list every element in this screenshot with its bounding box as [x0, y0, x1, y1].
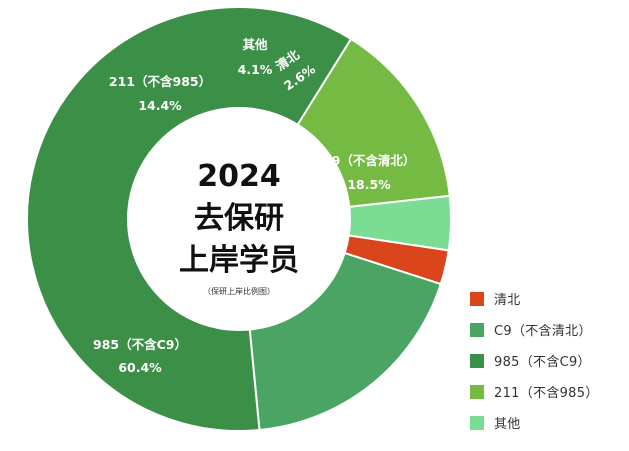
legend-label-2: 985（不含C9）: [494, 355, 591, 370]
legend-item-1: C9（不含清北）: [470, 314, 599, 345]
slice-label-value-3: 14.4%: [138, 98, 182, 113]
legend-swatch-0: [470, 291, 484, 306]
legend-swatch-1: [470, 322, 484, 337]
slice-label-4: 其他 4.1%: [238, 37, 273, 77]
legend-item-3: 211（不含985）: [470, 376, 599, 407]
donut-slices: [26, 6, 452, 432]
donut-hole: [128, 108, 350, 330]
center-title-line3: 上岸学员: [179, 243, 299, 278]
center-title-line2: 去保研: [194, 201, 284, 236]
legend-item-4: 其他: [470, 407, 599, 438]
legend-label-1: C9（不含清北）: [494, 324, 592, 339]
center-title-year: 2024: [197, 159, 281, 194]
slice-label-value-1: 18.5%: [347, 177, 391, 192]
slice-label-3: 211（不含985） 14.4%: [109, 74, 211, 113]
legend-label-0: 清北: [494, 293, 521, 308]
slice-label-2: 985（不含C9） 60.4%: [93, 337, 187, 375]
legend: 清北 C9（不含清北） 985（不含C9） 211（不含985） 其他: [470, 283, 599, 438]
center-subtitle: （保研上岸比例图）: [203, 286, 275, 296]
legend-label-4: 其他: [494, 417, 521, 432]
slice-label-1: C9（不含清北） 18.5%: [323, 153, 416, 192]
legend-item-0: 清北: [470, 283, 599, 314]
slice-label-value-2: 60.4%: [118, 360, 162, 375]
slice-label-value-4: 4.1%: [238, 62, 273, 77]
legend-swatch-3: [470, 384, 484, 399]
slice-labels: 清北2.6%C9（不含清北）18.5%985（不含C9）60.4%211（不含9…: [93, 37, 415, 375]
slice-label-name-1: C9（不含清北）: [323, 153, 416, 168]
legend-swatch-2: [470, 353, 484, 368]
legend-item-2: 985（不含C9）: [470, 345, 599, 376]
slice-label-name-3: 211（不含985）: [109, 74, 211, 89]
slice-label-name-2: 985（不含C9）: [93, 337, 187, 352]
slice-1: [248, 251, 443, 432]
slice-label-name-4: 其他: [242, 37, 268, 52]
legend-swatch-4: [470, 415, 484, 430]
legend-label-3: 211（不含985）: [494, 386, 599, 401]
